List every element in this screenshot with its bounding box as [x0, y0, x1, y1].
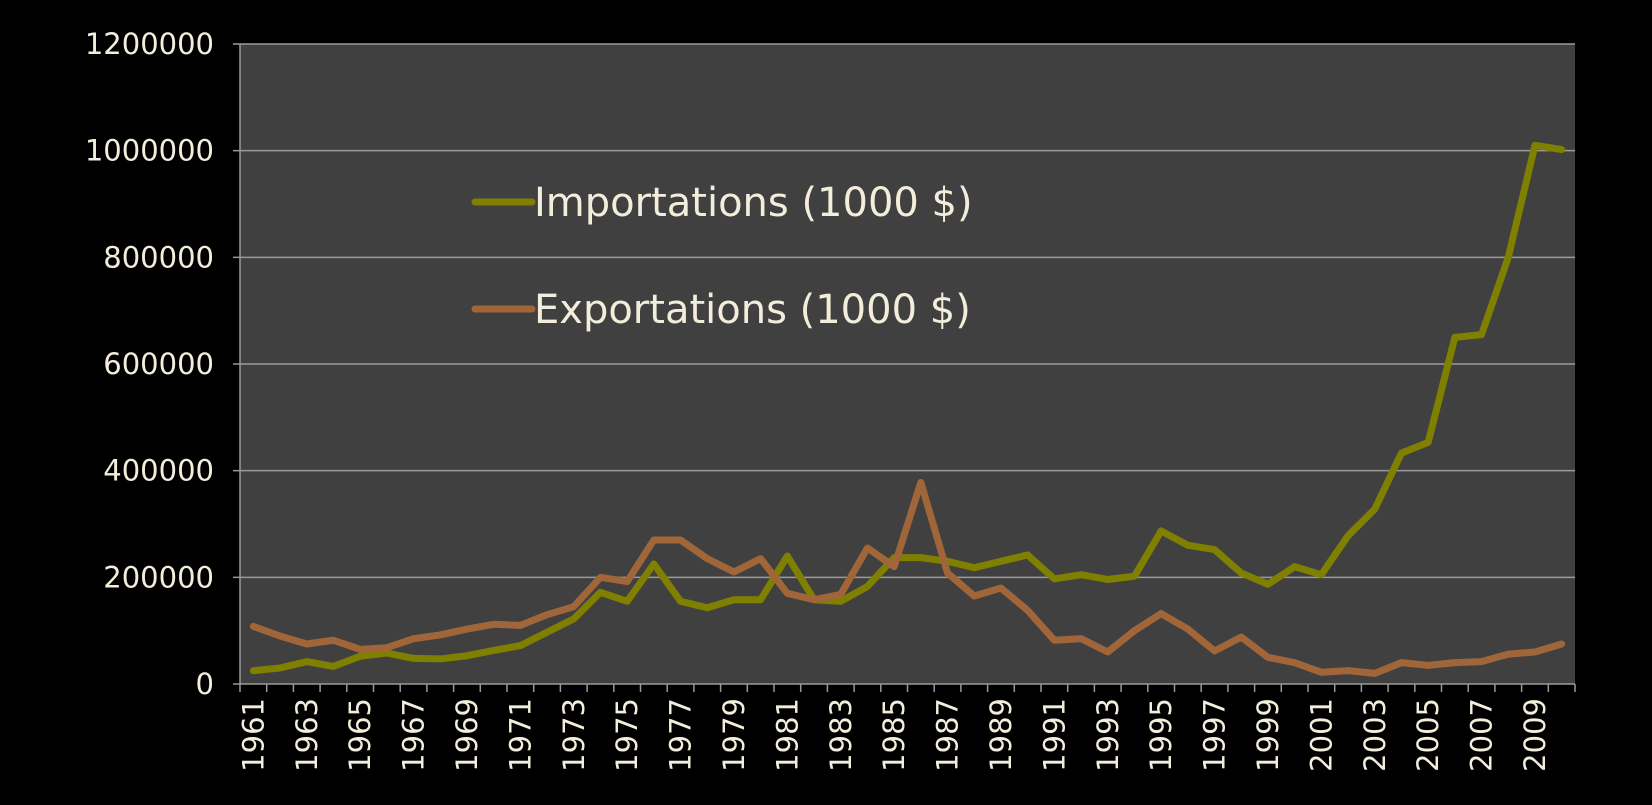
x-tick-label: 1975: [610, 698, 644, 772]
y-tick-label: 0: [196, 667, 214, 701]
x-tick-label: 2003: [1358, 698, 1392, 772]
x-tick-label: 1973: [557, 698, 591, 772]
y-tick-label: 800000: [103, 240, 214, 274]
x-tick-label: 1995: [1144, 698, 1178, 772]
x-tick-label: 1993: [1091, 698, 1125, 772]
x-tick-label: 1979: [717, 698, 751, 772]
x-tick-label: 1983: [824, 698, 858, 772]
x-tick-label: 1969: [450, 698, 484, 772]
x-tick-label: 1997: [1198, 698, 1232, 772]
y-tick-label: 1000000: [85, 134, 214, 168]
x-tick-label: 2007: [1465, 698, 1499, 772]
legend-label: Exportations (1000 $): [534, 287, 971, 333]
x-tick-label: 1985: [877, 698, 911, 772]
x-tick-label: 1989: [984, 698, 1018, 772]
x-tick-label: 1971: [503, 698, 537, 772]
y-tick-label: 200000: [103, 560, 214, 594]
x-tick-label: 1965: [343, 698, 377, 772]
series-line: [249, 141, 1566, 675]
x-tick-label: 2005: [1411, 698, 1445, 772]
series-line: [249, 478, 1566, 677]
x-tick-label: 1987: [931, 698, 965, 772]
x-tick-label: 1981: [770, 698, 804, 772]
y-tick-label: 600000: [103, 347, 214, 381]
x-tick-label: 2001: [1304, 698, 1338, 772]
x-tick-label: 1963: [290, 698, 324, 772]
x-tick-label: 1999: [1251, 698, 1285, 772]
x-tick-label: 1967: [397, 698, 431, 772]
y-tick-label: 400000: [103, 454, 214, 488]
x-tick-label: 1977: [664, 698, 698, 772]
x-tick-label: 2009: [1518, 698, 1552, 772]
x-tick-label: 1961: [236, 698, 270, 772]
legend-label: Importations (1000 $): [534, 180, 973, 226]
y-tick-label: 1200000: [85, 27, 214, 61]
x-tick-label: 1991: [1037, 698, 1071, 772]
